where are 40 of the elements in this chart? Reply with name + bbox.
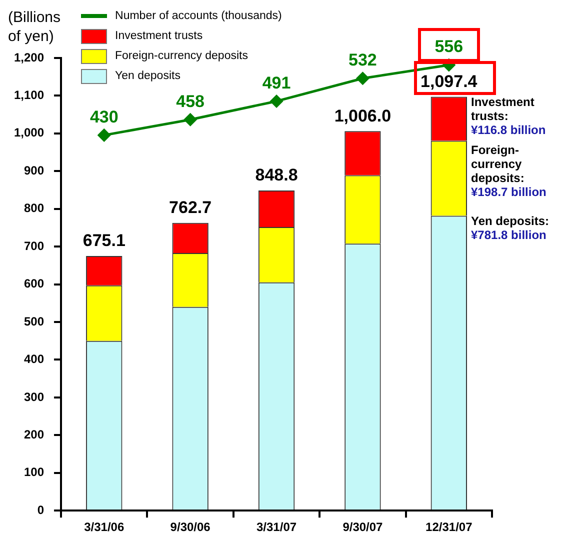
y-tick-label: 400 [24, 352, 44, 366]
point [356, 72, 369, 85]
x-tick-label: 12/31/07 [426, 520, 473, 534]
y-tick-label: 500 [24, 314, 44, 328]
y-tick-label: 1,200 [14, 50, 44, 64]
y-tick-label: 900 [24, 163, 44, 178]
x-tick-label: 3/31/06 [84, 520, 124, 534]
x-tick-label: 9/30/07 [342, 520, 384, 534]
annotation: Yen deposits: ¥781.8 billion [471, 214, 550, 242]
data-label: 556 [434, 37, 464, 56]
legend-label: Investment trusts [115, 30, 203, 42]
data-label: 491 [262, 73, 291, 92]
y-axis-title: (Billions of yen) [8, 8, 61, 46]
total-label: 675.1 [82, 231, 126, 250]
y-tick-label: 700 [24, 238, 44, 253]
total-label: 1,006.0 [334, 106, 392, 126]
total-label: 848.8 [255, 166, 298, 185]
y-tick-label: 1,100 [14, 88, 44, 102]
y-tick-label: 600 [24, 276, 44, 291]
legend-label: Yen deposits [115, 70, 180, 82]
y-tick-label: 300 [24, 390, 44, 404]
data-label: 458 [176, 92, 205, 111]
total-label: 762.7 [169, 198, 212, 218]
annotation: Investment trusts: ¥116.8 billion [471, 95, 546, 138]
annotation: Foreign- currency deposits: ¥198.7 billion [471, 143, 546, 200]
y-tick-label: 100 [24, 465, 44, 480]
y-tick-label: 800 [24, 201, 44, 216]
data-label: 532 [348, 50, 377, 70]
point [98, 128, 110, 142]
x-tick-label: 9/30/06 [170, 520, 211, 534]
point [184, 113, 197, 126]
y-tick-label: 200 [24, 427, 44, 442]
point [270, 94, 283, 108]
y-tick-label: 1,000 [14, 126, 44, 140]
y-tick-label: 0 [37, 502, 44, 517]
legend-label: Number of accounts (thousands) [115, 10, 282, 22]
data-label: 430 [90, 107, 118, 126]
x-tick-label: 3/31/07 [256, 520, 297, 534]
total-label: 1,097.4 [420, 72, 478, 91]
legend-label: Foreign-currency deposits [115, 50, 248, 62]
